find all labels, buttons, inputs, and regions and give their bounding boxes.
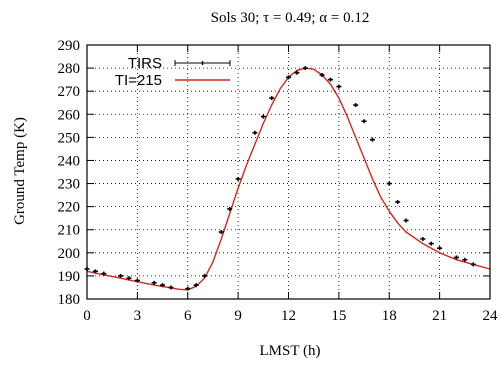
data-point-tirs [160, 283, 166, 288]
data-point-tirs [235, 176, 241, 181]
chart-title: Sols 30; τ = 0.49; α = 0.12 [211, 10, 370, 26]
y-tick-label: 290 [58, 38, 81, 54]
data-point-tirs [202, 273, 208, 278]
data-point-tirs [319, 73, 325, 78]
data-point-tirs [193, 283, 199, 288]
y-tick-label: 200 [58, 246, 81, 262]
data-point-tirs [118, 273, 124, 278]
data-point-tirs [327, 77, 333, 82]
data-point-tirs [151, 280, 157, 285]
x-axis-ticks: 0 3 6 9 12 15 18 21 24 [83, 45, 498, 324]
data-point-tirs [260, 114, 266, 119]
legend-label-ti215: TI=215 [115, 72, 162, 89]
data-point-tirs [403, 218, 409, 223]
data-point-tirs [386, 181, 392, 186]
x-tick-label: 9 [234, 308, 242, 324]
y-tick-label: 210 [58, 223, 81, 239]
x-tick-label: 18 [382, 308, 397, 324]
y-tick-label: 180 [58, 292, 81, 308]
x-tick-label: 0 [83, 308, 91, 324]
data-point-tirs [395, 200, 401, 205]
y-tick-label: 230 [58, 177, 81, 193]
data-point-tirs [185, 286, 191, 291]
data-point-tirs [361, 119, 367, 124]
data-point-tirs [227, 206, 233, 211]
data-point-tirs [168, 285, 174, 290]
x-tick-label: 24 [483, 308, 499, 324]
x-tick-label: 21 [432, 308, 447, 324]
y-axis-ticks: 180 190 200 210 220 230 240 250 260 270 280 290 [58, 38, 490, 308]
y-tick-label: 220 [58, 200, 81, 216]
data-point-tirs [420, 236, 426, 241]
data-point-tirs [294, 70, 300, 75]
x-tick-label: 12 [281, 308, 296, 324]
x-axis-label: LMST (h) [260, 343, 321, 359]
data-point-tirs [369, 137, 375, 142]
x-tick-label: 15 [331, 308, 346, 324]
x-tick-label: 3 [134, 308, 142, 324]
data-point-tirs [92, 269, 98, 274]
data-point-tirs [134, 278, 140, 283]
data-point-tirs [302, 66, 308, 71]
data-point-tirs [101, 271, 107, 276]
legend: TIRS TI=215 [115, 55, 231, 89]
y-tick-label: 240 [58, 153, 81, 169]
legend-label-tirs: TIRS [128, 55, 162, 72]
data-point-tirs [286, 75, 291, 80]
data-point-tirs [336, 84, 342, 89]
data-point-tirs [353, 103, 359, 108]
y-tick-label: 270 [58, 84, 81, 100]
x-tick-label: 6 [184, 308, 192, 324]
data-point-tirs [453, 255, 459, 260]
data-point-tirs [218, 230, 224, 235]
y-tick-label: 280 [58, 61, 81, 77]
legend-symbol-tirs [174, 60, 231, 66]
data-point-tirs [269, 96, 275, 101]
data-point-tirs [462, 257, 468, 262]
data-point-tirs [252, 130, 258, 135]
data-point-tirs [126, 276, 132, 281]
plot-frame [86, 44, 491, 300]
tirs-points-layer [84, 66, 476, 291]
y-tick-label: 250 [58, 130, 81, 146]
data-point-tirs [437, 246, 443, 251]
y-tick-label: 190 [58, 269, 81, 285]
y-axis-label: Ground Temp (K) [12, 117, 28, 225]
data-point-tirs [470, 262, 476, 267]
y-tick-label: 260 [58, 107, 81, 123]
data-point-tirs [428, 241, 434, 246]
